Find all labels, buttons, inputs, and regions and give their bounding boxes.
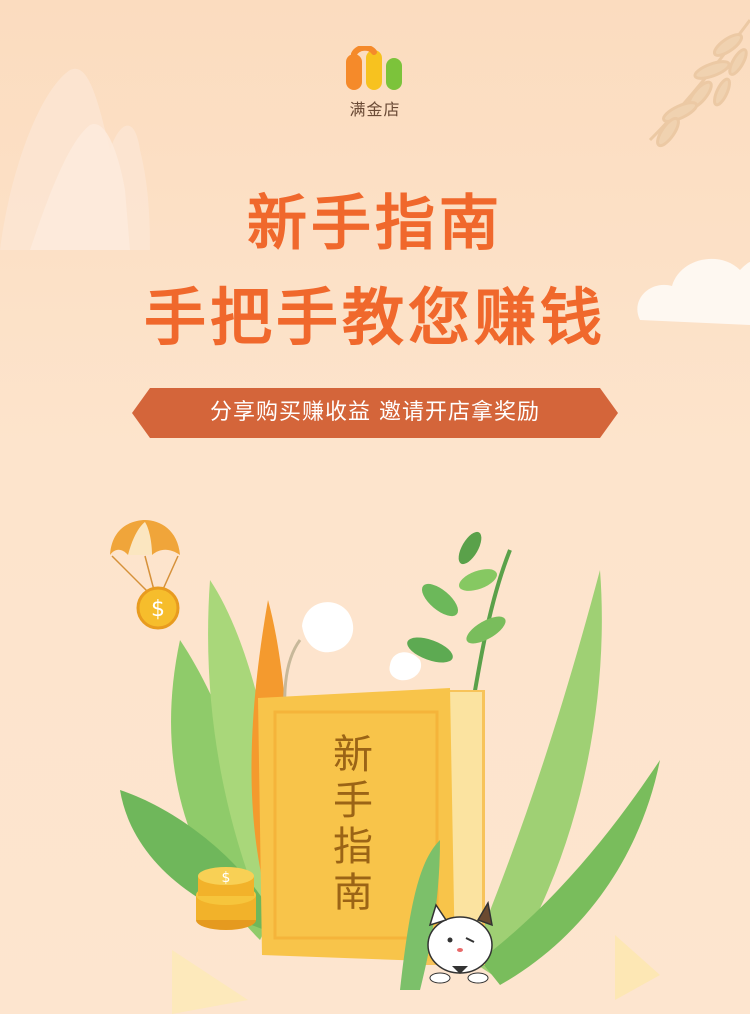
logo-mark-icon (346, 46, 402, 90)
coin-stack-icon: $ (196, 867, 256, 930)
svg-text:$: $ (222, 870, 231, 886)
logo: 满金店 (336, 46, 414, 126)
page-title: 新手指南 (247, 189, 503, 259)
book-title: 新 手 指 南 (328, 732, 378, 916)
promo-ribbon-text: 分享购买赚收益 邀请开店拿奖励 (210, 400, 540, 425)
guide-book-icon (258, 688, 485, 965)
mountain-icon (0, 68, 150, 251)
page-subtitle: 手把手教您赚钱 (143, 281, 606, 354)
book-title-char: 手 (333, 778, 373, 824)
book-title-char: 南 (333, 870, 373, 916)
branch-icon (648, 19, 750, 148)
promo-ribbon: 分享购买赚收益 邀请开店拿奖励 (132, 388, 618, 438)
cloud-icon (637, 258, 750, 325)
book-title-char: 新 (333, 732, 373, 778)
svg-text:$: $ (151, 597, 165, 622)
logo-text: 满金店 (349, 100, 401, 119)
cat-mascot-icon (427, 900, 493, 984)
book-title-char: 指 (333, 824, 373, 870)
parachute-coin-icon: $ (110, 520, 180, 630)
